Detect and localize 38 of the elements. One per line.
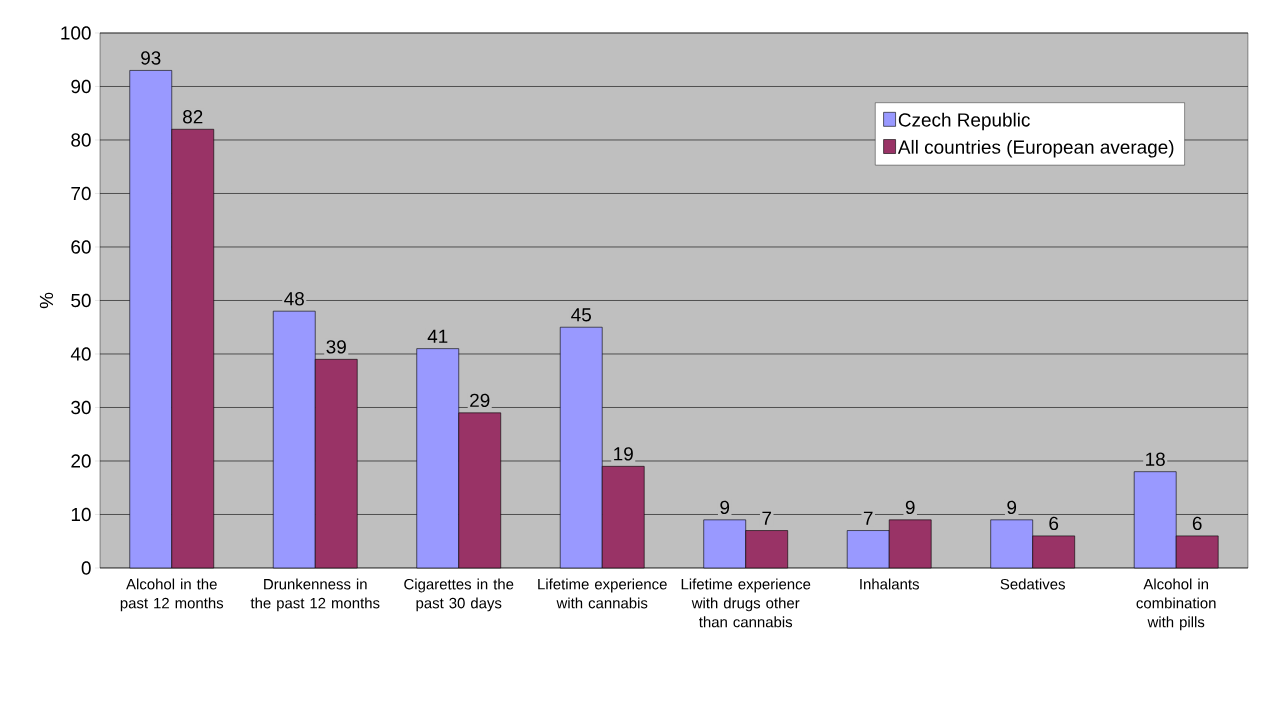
y-tick-label: 70 xyxy=(71,186,91,201)
y-tick-label: 0 xyxy=(81,561,91,575)
x-tick-label: Drunkenness in the past 12 months xyxy=(250,578,380,612)
data-label: 7 xyxy=(762,511,772,525)
x-tick-label: Lifetime experience with drugs other than cannabis xyxy=(681,578,811,628)
data-label: 41 xyxy=(427,329,448,343)
data-label: 9 xyxy=(720,500,730,515)
x-tick-label: Cigarettes in the past 30 days xyxy=(404,578,514,612)
data-label: 29 xyxy=(470,393,490,408)
x-tick-label: Alcohol in combination with pills xyxy=(1136,578,1216,631)
data-label: 18 xyxy=(1146,452,1165,466)
legend-label: All countries (European average) xyxy=(897,139,1174,158)
y-tick-label: 40 xyxy=(70,347,91,361)
x-tick-label: Alcohol in the past 12 months xyxy=(120,578,224,612)
y-tick-label: 100 xyxy=(61,26,91,40)
legend-label: Czech Republic xyxy=(898,112,1030,131)
data-label: 48 xyxy=(284,291,304,306)
y-tick-label: 90 xyxy=(71,79,91,94)
data-label: 9 xyxy=(1007,500,1017,515)
y-axis-title: % xyxy=(39,292,54,309)
data-label: 6 xyxy=(1049,516,1059,531)
x-tick-label: Lifetime experience with cannabis xyxy=(538,578,667,609)
data-label: 45 xyxy=(571,308,591,322)
y-tick-label: 80 xyxy=(71,133,91,147)
y-tick-label: 60 xyxy=(71,240,91,254)
y-tick-label: 30 xyxy=(71,400,91,415)
x-tick-label: Inhalants xyxy=(860,578,919,590)
data-label: 6 xyxy=(1192,516,1202,531)
data-label: 9 xyxy=(905,500,915,515)
y-tick-label: 50 xyxy=(71,293,91,308)
y-tick-label: 10 xyxy=(71,507,91,522)
y-tick-label: 20 xyxy=(71,454,91,468)
data-label: 39 xyxy=(326,340,346,354)
data-label: 93 xyxy=(141,51,161,65)
data-label: 19 xyxy=(614,447,633,461)
x-tick-label: Sedatives xyxy=(1000,578,1065,590)
data-label: 7 xyxy=(863,511,873,525)
data-label: 82 xyxy=(183,110,203,124)
